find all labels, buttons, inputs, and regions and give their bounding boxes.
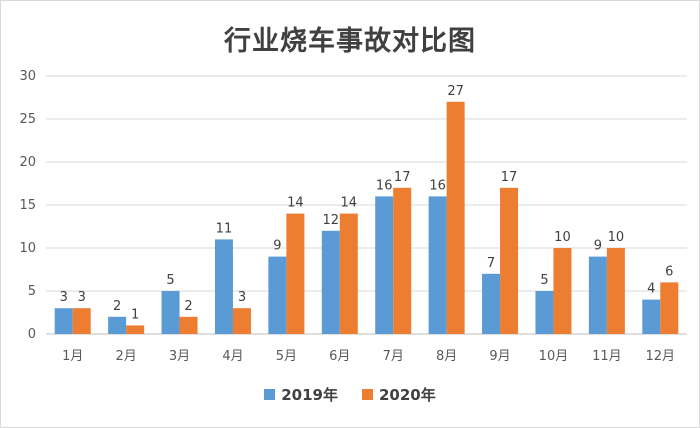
data-label: 7 xyxy=(487,256,495,271)
data-label: 10 xyxy=(608,230,625,245)
y-tick-label: 15 xyxy=(19,198,36,213)
data-label: 3 xyxy=(60,290,68,305)
bar-2019年-4月 xyxy=(214,239,233,334)
bar-2020年-4月 xyxy=(232,308,251,334)
legend-label-2020: 2020年 xyxy=(379,386,436,404)
bar-2019年-10月 xyxy=(535,291,554,334)
bars xyxy=(54,101,679,334)
bar-2020年-9月 xyxy=(500,187,519,334)
bar-2020年-6月 xyxy=(339,213,358,334)
data-label: 1 xyxy=(131,307,139,322)
y-tick-label: 20 xyxy=(19,155,36,170)
y-tick-label: 5 xyxy=(28,284,36,299)
chart-title: 行业烧车事故对比图 xyxy=(224,26,476,57)
data-label: 3 xyxy=(238,290,246,305)
x-tick-label: 10月 xyxy=(539,349,569,364)
data-label: 14 xyxy=(287,196,304,211)
x-tick-label: 1月 xyxy=(62,349,83,364)
data-label: 16 xyxy=(429,178,446,193)
bar-2019年-3月 xyxy=(161,291,180,334)
data-label: 2 xyxy=(184,299,192,314)
bar-2019年-9月 xyxy=(482,273,501,334)
bar-2020年-7月 xyxy=(393,187,412,334)
legend-item-2020: 2020年 xyxy=(362,384,436,405)
bar-2020年-11月 xyxy=(606,248,625,334)
data-label: 9 xyxy=(273,239,281,254)
data-label: 6 xyxy=(665,264,673,279)
data-label: 27 xyxy=(447,84,464,99)
grid-lines xyxy=(46,75,687,335)
bar-2019年-11月 xyxy=(588,256,607,334)
y-tick-label: 25 xyxy=(19,112,36,127)
bar-2019年-7月 xyxy=(375,196,394,334)
bar-2020年-8月 xyxy=(446,101,465,334)
y-tick-label: 30 xyxy=(19,69,36,84)
data-label: 4 xyxy=(647,282,655,297)
bar-2020年-1月 xyxy=(72,308,91,334)
bar-2019年-2月 xyxy=(108,316,127,334)
data-label: 2 xyxy=(113,299,121,314)
legend: 2019年 2020年 xyxy=(1,384,699,405)
x-tick-label: 7月 xyxy=(383,349,404,364)
data-label: 9 xyxy=(594,239,602,254)
y-tick-labels: 0 5 10 15 20 25 30 xyxy=(19,69,36,342)
data-label: 5 xyxy=(540,273,548,288)
x-tick-label: 11月 xyxy=(592,349,622,364)
bar-2020年-5月 xyxy=(286,213,305,334)
bar-2019年-6月 xyxy=(321,230,340,334)
x-tick-label: 8月 xyxy=(436,349,457,364)
data-label: 5 xyxy=(166,273,174,288)
x-tick-label: 12月 xyxy=(646,349,676,364)
bar-2020年-10月 xyxy=(553,248,572,334)
legend-label-2019: 2019年 xyxy=(281,386,338,404)
legend-swatch-2020 xyxy=(362,389,373,400)
data-label: 17 xyxy=(501,170,518,185)
data-label: 10 xyxy=(554,230,571,245)
x-tick-label: 5月 xyxy=(276,349,297,364)
data-label: 17 xyxy=(394,170,411,185)
bar-2020年-12月 xyxy=(660,282,679,334)
legend-swatch-2019 xyxy=(264,389,276,400)
bar-2019年-12月 xyxy=(642,299,661,334)
bar-2020年-2月 xyxy=(126,325,145,334)
x-tick-labels: 1月 2月 3月 4月 5月 6月 7月 8月 9月 10月 11月 12月 xyxy=(62,349,675,364)
x-tick-label: 9月 xyxy=(489,349,510,364)
data-label: 14 xyxy=(341,196,358,211)
data-label: 16 xyxy=(376,178,393,193)
x-tick-label: 4月 xyxy=(222,349,243,364)
data-label: 3 xyxy=(78,290,86,305)
y-tick-label: 10 xyxy=(19,241,36,256)
bar-2019年-1月 xyxy=(54,308,73,334)
y-tick-label: 0 xyxy=(28,327,36,342)
bar-2020年-3月 xyxy=(179,316,198,334)
x-tick-label: 2月 xyxy=(115,349,136,364)
bar-2019年-8月 xyxy=(428,196,447,334)
data-label: 11 xyxy=(216,221,233,236)
legend-item-2019: 2019年 xyxy=(264,384,338,405)
bar-2019年-5月 xyxy=(268,256,287,334)
x-tick-label: 3月 xyxy=(169,349,190,364)
data-label: 12 xyxy=(323,213,340,228)
x-tick-label: 6月 xyxy=(329,349,350,364)
